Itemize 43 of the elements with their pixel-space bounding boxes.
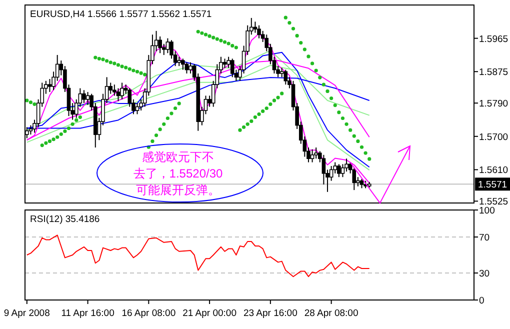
y-tick-label: 70 xyxy=(479,232,490,244)
candlestick xyxy=(82,90,86,104)
candlestick xyxy=(222,58,227,68)
annotation: 可能展开反弹。 xyxy=(136,183,220,197)
candlestick xyxy=(310,148,314,163)
candlestick xyxy=(188,62,192,74)
candlestick xyxy=(352,167,356,191)
annotation: 感觉欧元下不 xyxy=(142,150,214,164)
candlestick xyxy=(177,56,182,67)
annotation: 去了，1.5520/30 xyxy=(133,166,224,180)
y-tick-label: 1.5700 xyxy=(479,132,508,143)
y-tick-label: 1.5610 xyxy=(479,165,508,176)
y-tick-label: 1.5790 xyxy=(479,98,508,110)
ref-line-label: 1.5571 xyxy=(478,180,508,191)
y-tick-label: 0 xyxy=(479,296,484,306)
candlestick xyxy=(360,178,364,189)
y-tick-label: 1.5525 xyxy=(479,196,508,208)
candlestick xyxy=(314,146,318,160)
x-tick-label: 23 Apr 16:00 xyxy=(243,308,298,319)
y-tick-label: 100 xyxy=(479,206,495,216)
candlestick xyxy=(48,78,52,92)
candlestick xyxy=(181,58,185,70)
line-series xyxy=(26,234,370,278)
candlestick xyxy=(337,164,341,178)
x-tick-label: 9 Apr 2008 xyxy=(4,308,50,319)
candlestick xyxy=(166,38,170,54)
y-tick-label: 1.5875 xyxy=(479,67,508,78)
candlestick xyxy=(284,69,288,86)
candlestick xyxy=(116,88,120,102)
candlestick xyxy=(230,58,234,78)
y-tick-label: 30 xyxy=(479,268,490,280)
candlestick xyxy=(257,24,261,39)
candlestick xyxy=(120,82,124,100)
y-tick-label: 1.5965 xyxy=(479,34,508,45)
candlestick xyxy=(135,102,140,115)
chart-title: RSI(12) 35.4186 xyxy=(30,214,100,225)
x-tick-label: 11 Apr 16:00 xyxy=(61,308,114,319)
x-tick-label: 16 Apr 08:00 xyxy=(122,308,176,319)
candlestick xyxy=(86,91,90,106)
x-tick-label: 28 Apr 08:00 xyxy=(304,308,358,319)
x-tick-label: 21 Apr 00:00 xyxy=(182,308,236,319)
chart-title: EURUSD,H4 1.5566 1.5577 1.5562 1.5571 xyxy=(30,9,212,20)
candlestick xyxy=(280,67,284,78)
